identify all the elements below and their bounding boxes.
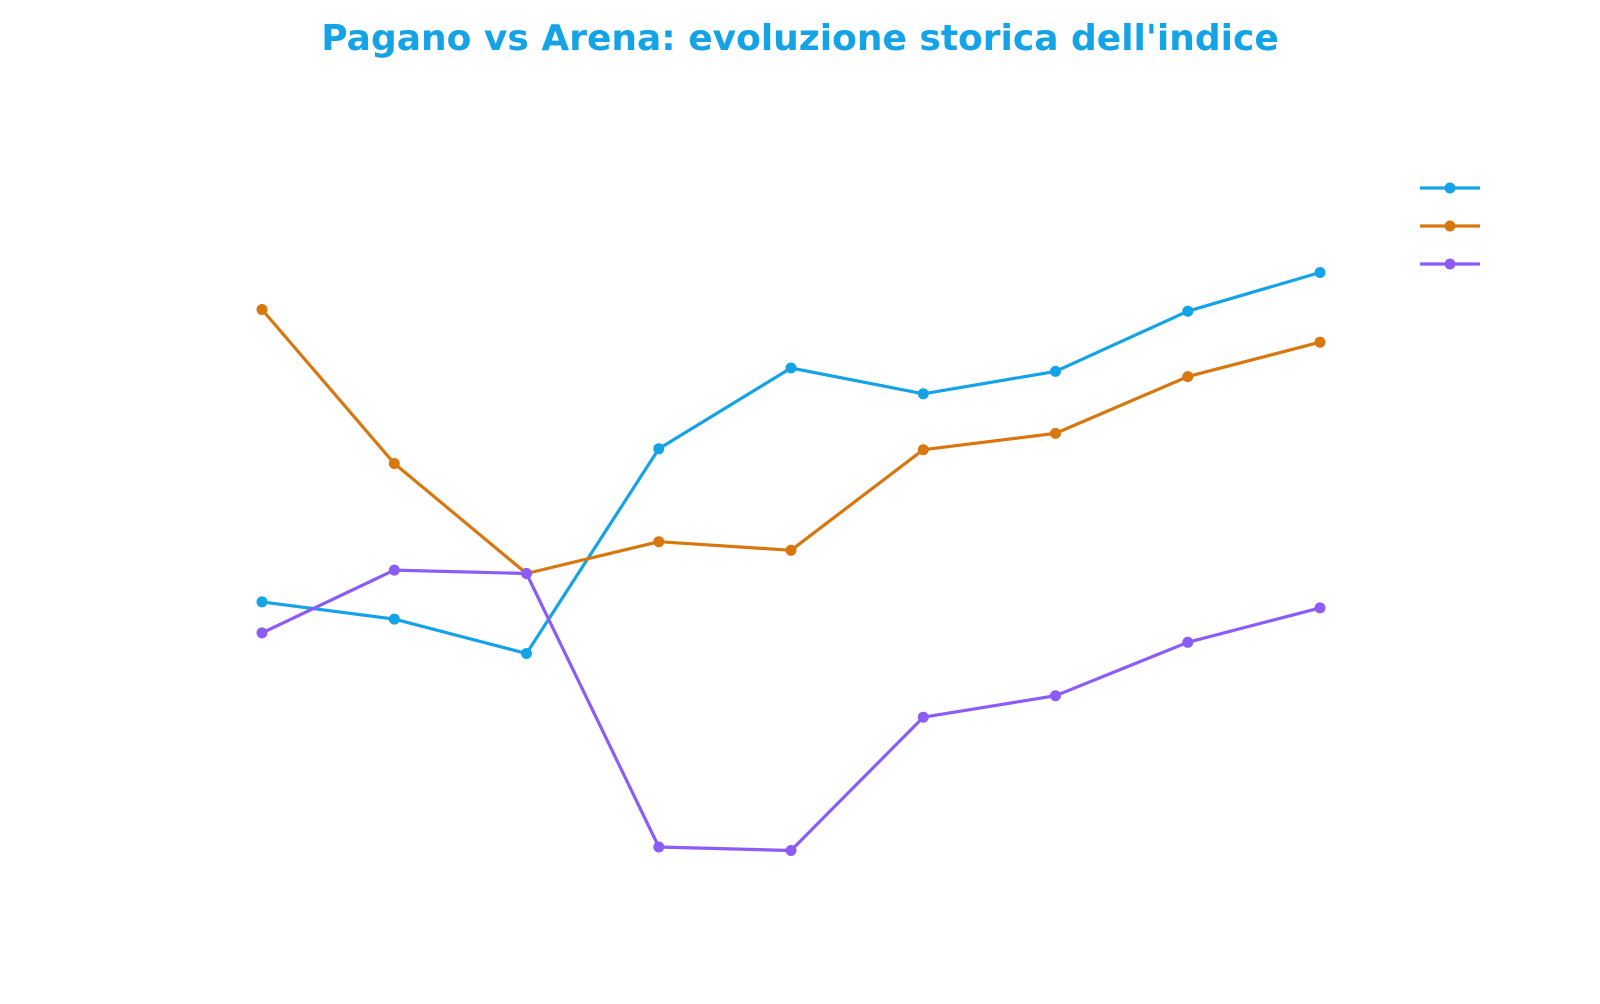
series-1-point-7[interactable] bbox=[1050, 365, 1061, 377]
series-3-point-4[interactable] bbox=[653, 841, 665, 853]
series-layer bbox=[256, 267, 1326, 856]
series-2-point-4[interactable] bbox=[653, 536, 665, 548]
series-3 bbox=[256, 564, 1326, 856]
series-1-point-6[interactable] bbox=[917, 388, 929, 400]
series-1-point-2[interactable] bbox=[388, 613, 400, 625]
series-2-point-5[interactable] bbox=[785, 544, 797, 556]
series-3-point-3[interactable] bbox=[521, 568, 532, 579]
series-3-point-2[interactable] bbox=[388, 564, 400, 576]
series-3-point-8[interactable] bbox=[1182, 636, 1194, 648]
series-2-point-1[interactable] bbox=[256, 304, 268, 315]
series-2-point-7[interactable] bbox=[1050, 427, 1061, 439]
legend-swatch-marker-3 bbox=[1444, 258, 1456, 270]
series-2-point-9[interactable] bbox=[1314, 336, 1326, 348]
series-2-point-2[interactable] bbox=[388, 458, 400, 469]
series-1-point-9[interactable] bbox=[1314, 267, 1326, 278]
series-3-point-9[interactable] bbox=[1314, 602, 1326, 614]
legend-item-1[interactable] bbox=[1420, 182, 1480, 194]
legend-swatch-marker-1 bbox=[1444, 182, 1456, 194]
series-1-point-1[interactable] bbox=[256, 596, 268, 608]
series-2-point-6[interactable] bbox=[917, 444, 929, 456]
series-2-point-8[interactable] bbox=[1182, 371, 1194, 383]
legend-item-3[interactable] bbox=[1420, 258, 1480, 270]
series-1-line bbox=[260, 270, 1322, 656]
chart-title: Pagano vs Arena: evoluzione storica dell… bbox=[321, 18, 1279, 59]
series-1-point-5[interactable] bbox=[785, 362, 797, 374]
series-1 bbox=[256, 267, 1326, 659]
legend bbox=[1420, 182, 1480, 270]
series-3-point-7[interactable] bbox=[1050, 690, 1061, 702]
legend-item-2[interactable] bbox=[1420, 220, 1480, 232]
series-2-line bbox=[260, 307, 1322, 576]
series-3-point-1[interactable] bbox=[256, 627, 268, 639]
series-1-point-4[interactable] bbox=[653, 443, 665, 455]
series-3-point-5[interactable] bbox=[785, 845, 797, 856]
legend-swatch-marker-2 bbox=[1444, 220, 1456, 232]
series-2 bbox=[256, 304, 1326, 579]
series-1-point-3[interactable] bbox=[521, 648, 532, 659]
series-1-point-8[interactable] bbox=[1182, 305, 1194, 317]
series-3-line bbox=[260, 568, 1322, 853]
series-3-point-6[interactable] bbox=[917, 711, 929, 723]
